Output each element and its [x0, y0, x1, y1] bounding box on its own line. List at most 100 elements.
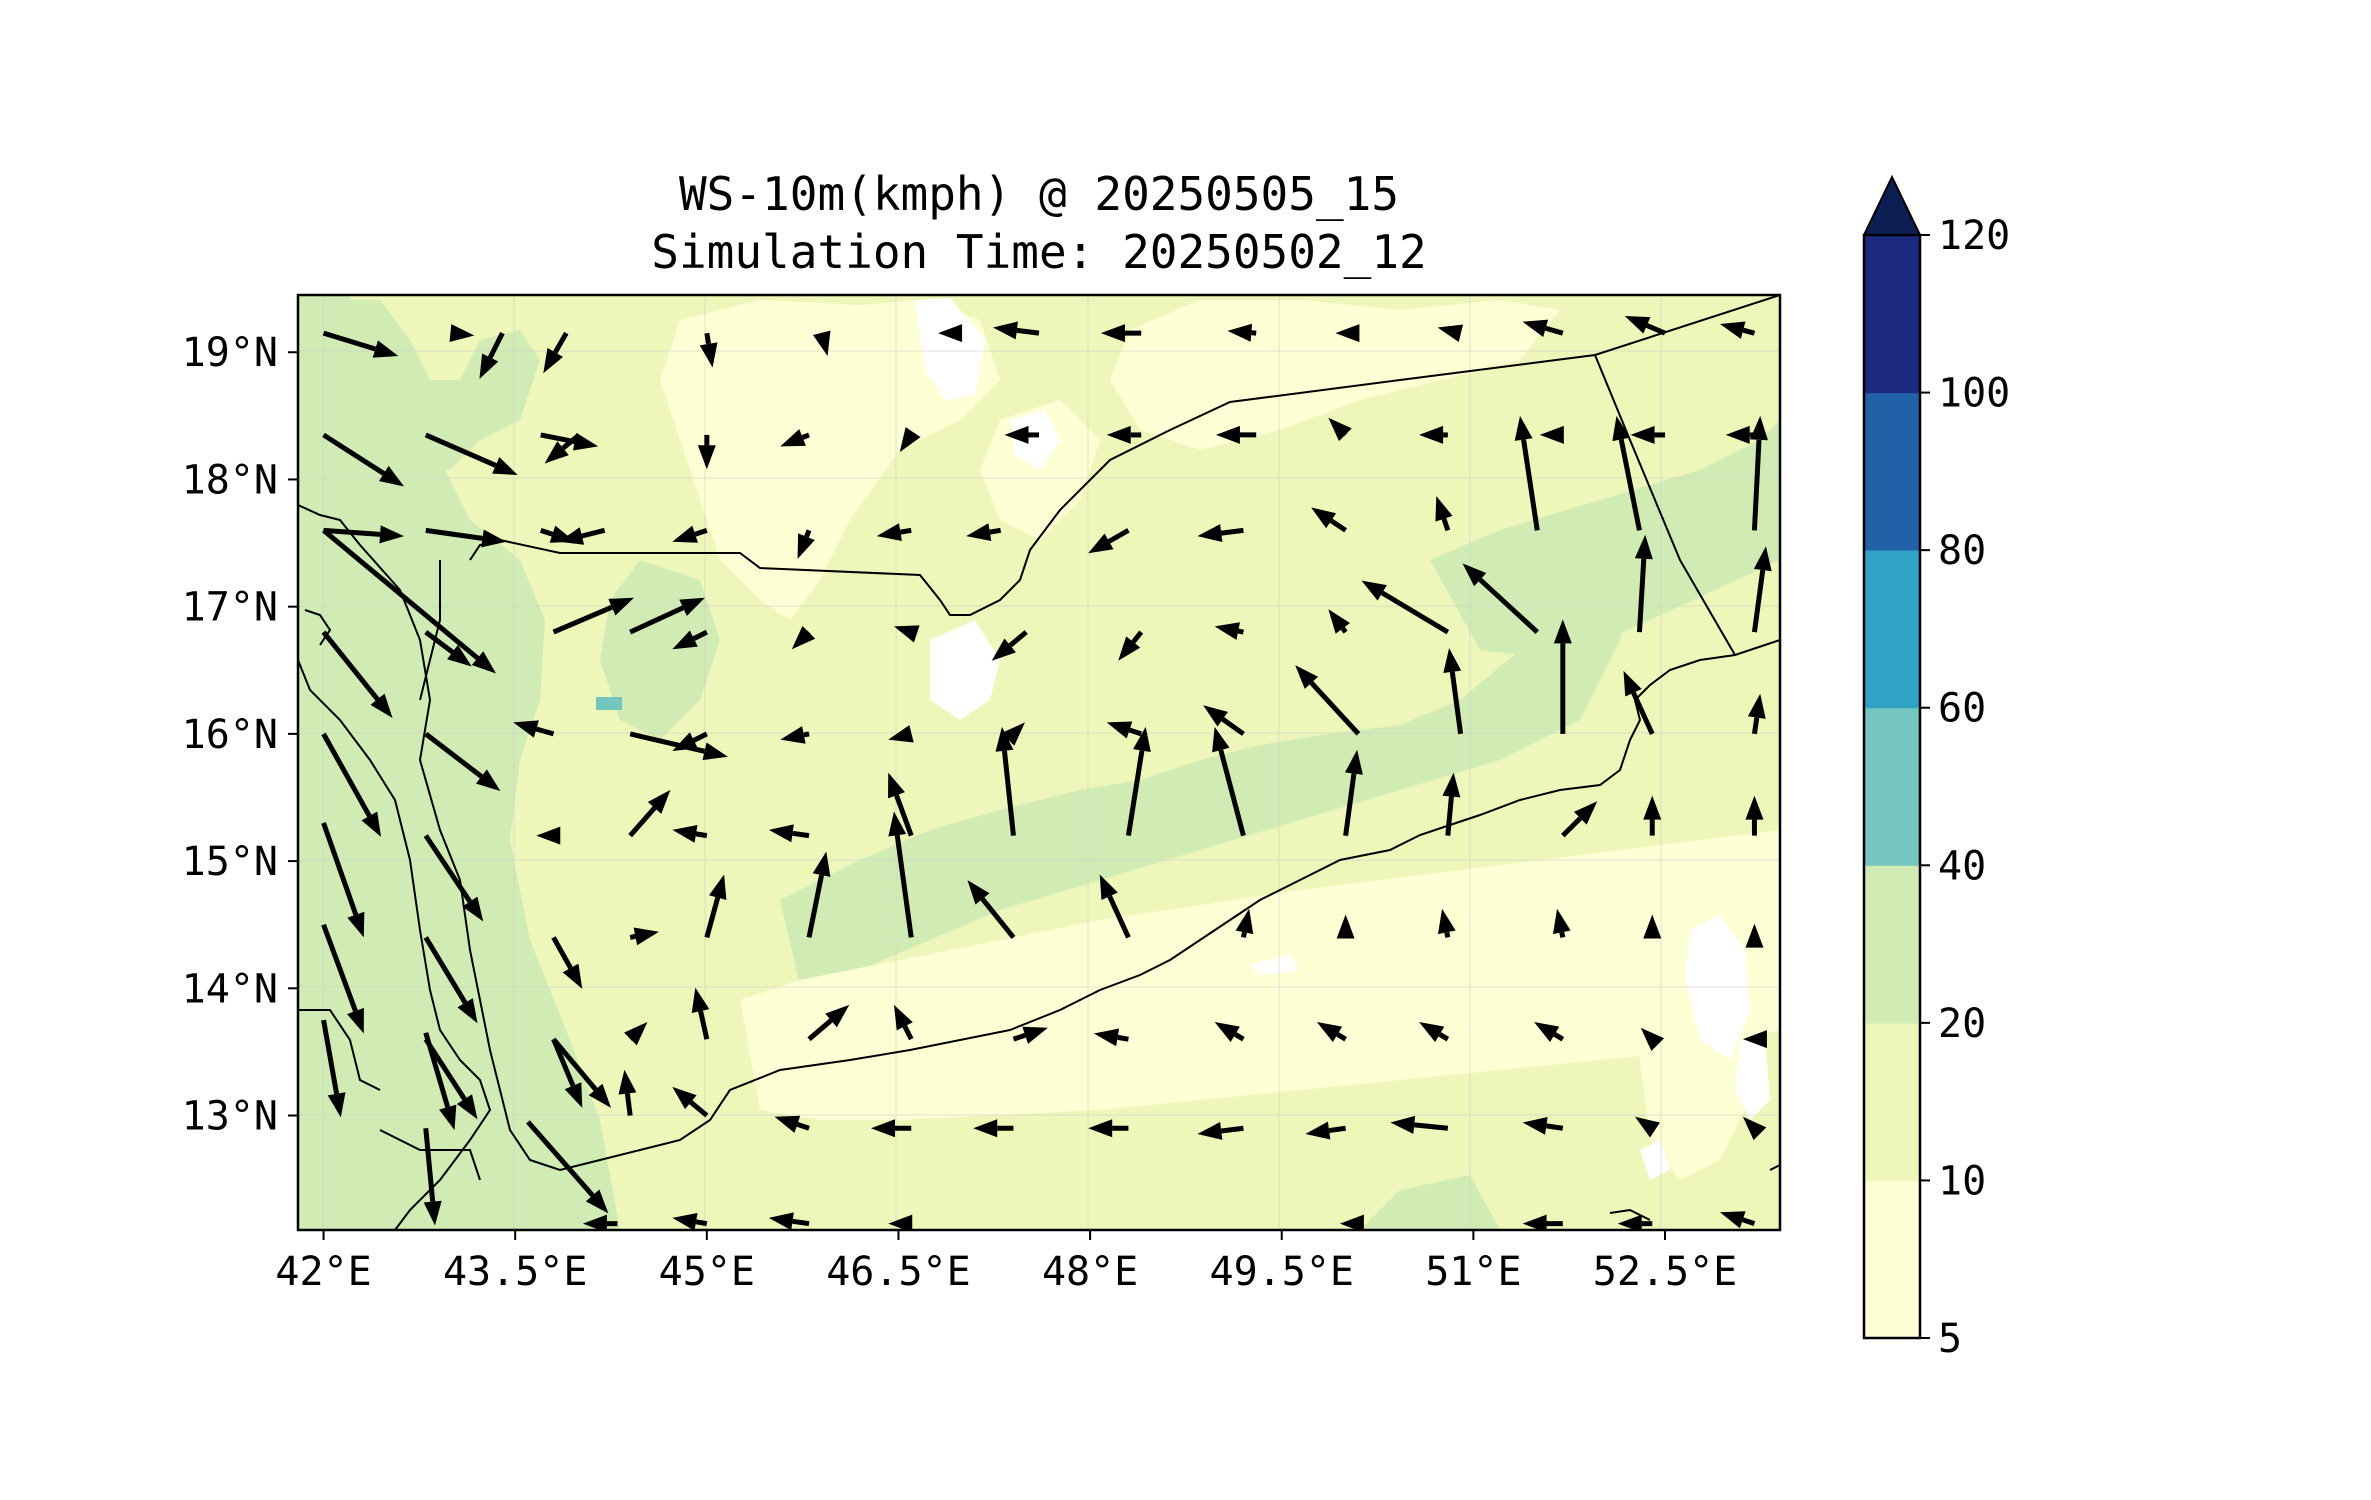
wind-vector-arrow [691, 987, 710, 1040]
arabian-coast [298, 504, 1780, 1172]
x-tick-label: 46.5°E [826, 1249, 971, 1295]
wind-vector-arrow [628, 789, 671, 838]
wind-vector-arrow [672, 629, 708, 650]
wind-vector-arrow [1435, 495, 1453, 532]
wind-vector-arrow [1534, 1022, 1565, 1043]
wind-vector-arrow [995, 726, 1016, 836]
coastlines-borders [298, 295, 1780, 1230]
wind-vector-arrow [774, 1115, 810, 1133]
map-title-line2: Simulation Time: 20250502_12 [651, 225, 1426, 279]
wind-vector-arrow [1522, 1214, 1563, 1230]
wind-vector-arrow [672, 1086, 709, 1118]
wind-vector-arrow [697, 434, 716, 470]
wind-vector-arrow [780, 726, 810, 744]
wind-vector-arrow [544, 433, 581, 464]
wind-vector-arrow [1339, 1214, 1364, 1230]
colorbar-label: 20 [1938, 1001, 1986, 1047]
wind-vector-arrow [672, 1212, 708, 1230]
wind-vector-arrow [812, 330, 831, 357]
wind-vector-arrow [1747, 693, 1766, 735]
wind-vector-arrow [526, 1120, 609, 1214]
wind-vector-arrow [424, 630, 472, 667]
x-tick-label: 42°E [275, 1249, 371, 1295]
wind-vector-arrow [1093, 1028, 1129, 1047]
wind-vector-arrow [551, 936, 583, 989]
wind-vector-arrow [1419, 1022, 1450, 1043]
wind-vector-arrow [1001, 722, 1025, 746]
wind-vector-arrow [552, 597, 635, 635]
y-tick-label: 14°N [182, 966, 278, 1012]
wind-vector-arrow [1443, 648, 1464, 735]
wind-vector-arrow [629, 597, 705, 635]
x-tick-label: 51°E [1425, 1249, 1521, 1295]
y-axis-ticks: 19°N 18°N 17°N 16°N 15°N 14°N 13°N [182, 330, 298, 1140]
wind-vector-arrow [1552, 908, 1571, 938]
wind-vector-arrow [1106, 721, 1142, 739]
shading-40-60 [596, 697, 622, 710]
wind-vector-arrow [543, 331, 569, 374]
wind-vector-arrow [423, 834, 484, 922]
wind-vector-arrow [1125, 726, 1151, 837]
wind-vector-arrow [1305, 1121, 1346, 1140]
x-tick-label: 52.5°E [1593, 1249, 1738, 1295]
wind-vector-arrow [582, 1214, 618, 1230]
colorbar-label: 60 [1938, 686, 1986, 732]
wind-vector-arrow [888, 725, 914, 743]
wind-vector-arrow [807, 1004, 850, 1042]
wind-vector-arrow [513, 720, 555, 738]
wind-vector-arrow [966, 523, 1002, 542]
wind-vector-arrow [1012, 1026, 1048, 1044]
wind-vector-arrow [1215, 425, 1257, 444]
wind-vector-arrow [1419, 425, 1448, 444]
wind-vector-arrow [1522, 319, 1564, 337]
colorbar-segment [1864, 392, 1920, 551]
wind-vector-arrow [1227, 323, 1257, 342]
map-panel [298, 295, 1780, 1230]
wind-vector-arrow [1328, 609, 1351, 634]
colorbar: 5 10 20 40 60 80 100 120 [1862, 174, 2010, 1362]
wind-vector-arrow [1462, 563, 1539, 634]
wind-vector-arrow [1751, 546, 1772, 633]
colorbar-segment [1864, 235, 1920, 394]
wind-vector-arrow [321, 528, 497, 674]
wind-vector-arrow [888, 811, 914, 938]
wind-vector-arrow [1088, 1119, 1129, 1138]
wind-vector-arrow [1106, 425, 1142, 444]
wind-vector-arrow [1640, 1027, 1665, 1052]
wind-vector-arrow [423, 1032, 457, 1131]
wind-vector-arrow [322, 432, 405, 487]
wind-vector-arrow [1335, 324, 1360, 343]
colorbar-segment [1864, 1022, 1920, 1181]
wind-vector-arrow [1390, 1115, 1449, 1134]
wind-vector-arrow [1197, 524, 1244, 543]
wind-vector-arrow [1203, 705, 1245, 736]
wind-vector-arrow [423, 936, 478, 1024]
wind-vector-arrow [893, 1004, 914, 1041]
wind-vector-arrow [321, 923, 364, 1034]
wind-vector-arrow [1634, 1116, 1660, 1138]
wind-vector-arrow [323, 525, 405, 544]
colorbar-segment [1864, 550, 1920, 709]
wind-vector-arrow [893, 625, 920, 643]
colorbar-label: 10 [1938, 1158, 1986, 1204]
x-tick-label: 45°E [659, 1249, 755, 1295]
wind-vector-arrow [1630, 425, 1666, 444]
wind-vector-arrow [1437, 908, 1456, 938]
eritrea-ethiopia-border [298, 1009, 381, 1091]
colorbar-label: 100 [1938, 371, 2010, 417]
yemen-oman-border [1594, 354, 1736, 656]
wind-vector-arrow [806, 851, 831, 938]
map-frame [296, 293, 1782, 1232]
wind-vector-arrow [321, 1019, 346, 1118]
wind-vector-arrow [321, 822, 365, 938]
wind-vector-arrow [1328, 417, 1352, 442]
wind-vector-arrow [1004, 425, 1039, 444]
wind-vector-arrow [1719, 321, 1756, 339]
wind-vector-arrow [672, 824, 708, 843]
wind-vector-arrow [1295, 665, 1361, 736]
wind-vectors [321, 315, 1772, 1230]
wind-vector-arrow [1643, 914, 1662, 939]
y-tick-label: 13°N [182, 1094, 278, 1140]
wind-vector-arrow [973, 1119, 1014, 1138]
wind-vector-arrow [1624, 315, 1666, 336]
